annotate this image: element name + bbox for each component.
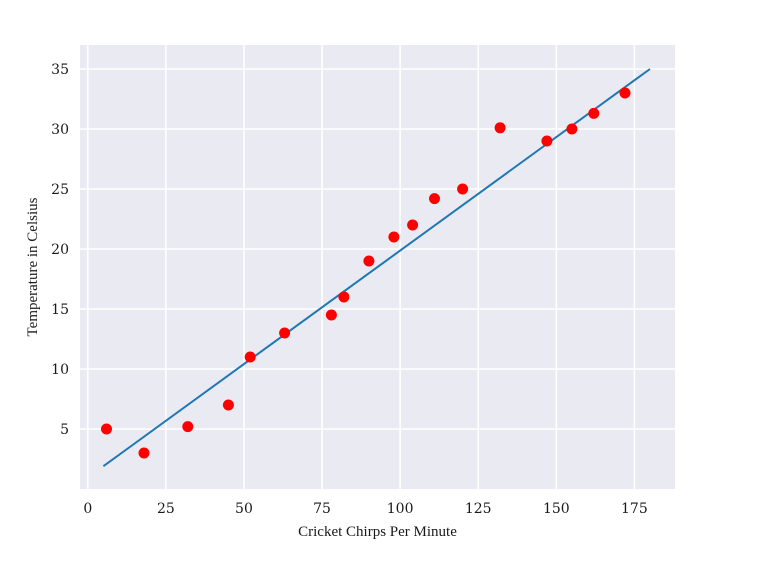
- data-point: [363, 255, 375, 267]
- data-point: [407, 219, 419, 231]
- fit-line-layer: [102, 68, 651, 468]
- data-point: [338, 291, 350, 303]
- data-point: [388, 231, 400, 243]
- x-tick-labels: 0 25 50 75 100 125 150 175: [83, 501, 647, 517]
- y-axis-label: Temperature in Celsius: [25, 197, 41, 336]
- data-point: [244, 351, 256, 363]
- x-axis-label: Cricket Chirps Per Minute: [298, 524, 457, 540]
- data-point: [494, 122, 506, 134]
- data-point: [429, 193, 440, 205]
- grid-lines: [80, 45, 675, 489]
- x-tick-label: 100: [387, 501, 414, 517]
- x-tick-label: 0: [83, 501, 92, 517]
- y-tick-label: 20: [51, 242, 69, 258]
- y-tick-label: 10: [51, 362, 69, 378]
- y-tick-labels: 5 10 15 20 25 30 35: [51, 62, 69, 438]
- data-point: [279, 327, 291, 339]
- data-point: [138, 447, 150, 459]
- data-point: [566, 123, 578, 135]
- data-point: [541, 135, 553, 147]
- x-tick-label: 125: [465, 501, 492, 517]
- x-tick-label: 50: [235, 501, 253, 517]
- x-tick-label: 150: [543, 501, 570, 517]
- fit-line: [102, 68, 651, 468]
- y-tick-label: 5: [60, 422, 69, 438]
- y-tick-label: 25: [51, 182, 69, 198]
- y-tick-label: 30: [51, 122, 69, 138]
- data-point: [457, 183, 469, 195]
- data-points: [101, 87, 631, 459]
- x-tick-label: 25: [157, 501, 175, 517]
- data-point: [325, 309, 337, 321]
- data-point: [101, 423, 112, 435]
- x-tick-label: 175: [621, 501, 648, 517]
- data-point: [222, 399, 234, 411]
- x-tick-label: 75: [313, 501, 331, 517]
- data-point: [182, 421, 194, 433]
- data-point: [588, 107, 600, 119]
- data-point: [619, 87, 631, 99]
- y-tick-label: 15: [51, 302, 69, 318]
- y-tick-label: 35: [51, 62, 69, 78]
